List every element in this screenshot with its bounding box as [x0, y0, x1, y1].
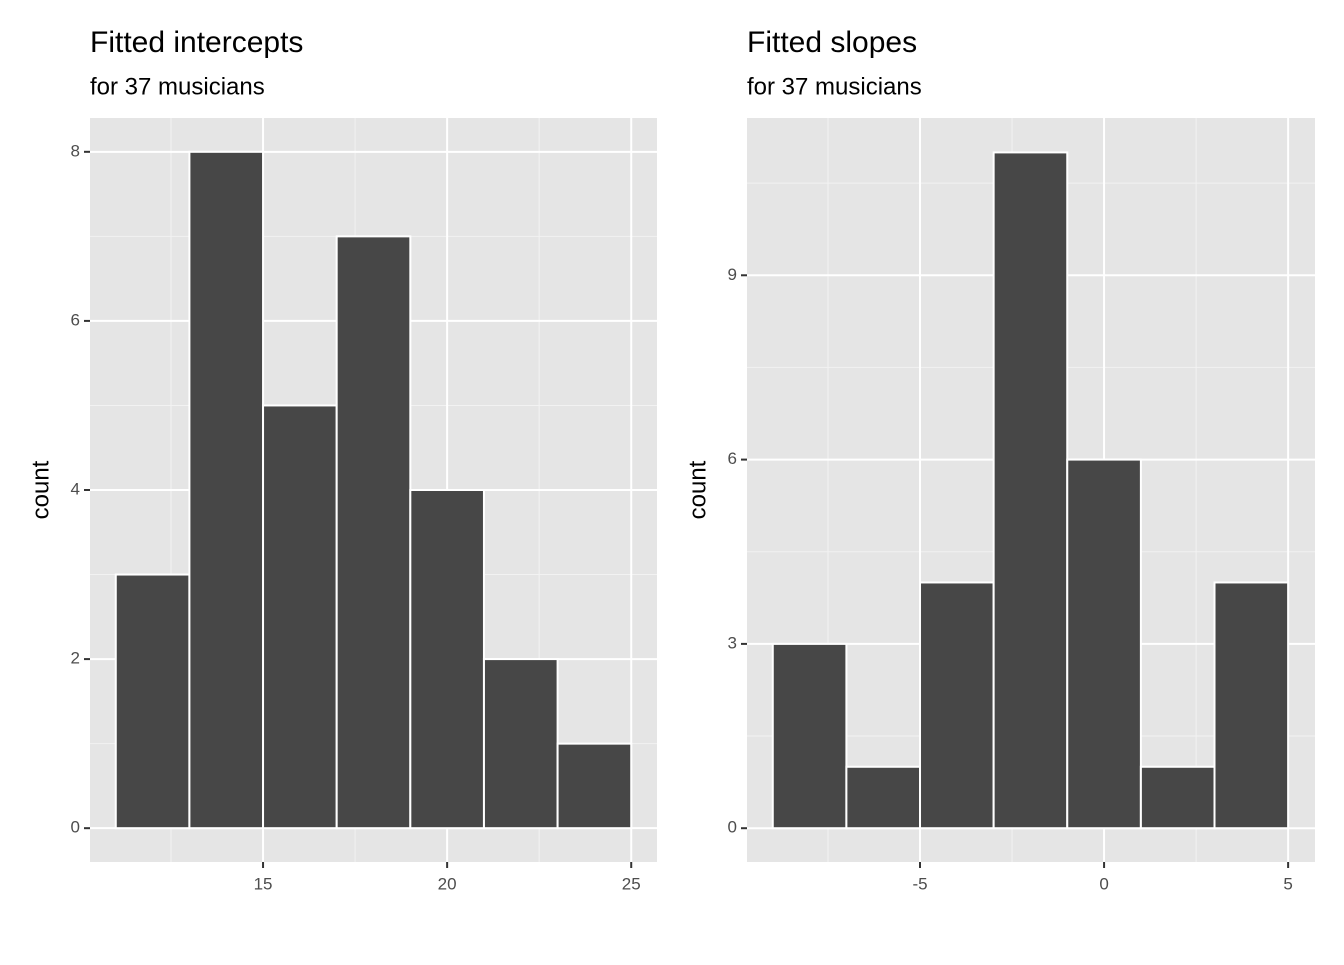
bar — [845, 765, 922, 830]
bar — [335, 235, 412, 830]
bar — [1066, 458, 1142, 830]
y-tick-label: 0 — [71, 818, 80, 837]
bar — [919, 581, 995, 830]
x-tick-label: 5 — [1283, 874, 1292, 893]
y-tick-label: 3 — [728, 633, 737, 652]
bar — [1139, 765, 1216, 830]
chart-title: Fitted intercepts — [90, 26, 303, 59]
y-tick-label: 8 — [71, 141, 80, 160]
y-axis-label: count — [684, 460, 711, 519]
bar — [992, 151, 1069, 830]
x-tick-label: 25 — [622, 874, 641, 893]
bar — [1213, 581, 1290, 830]
y-tick-label: 6 — [71, 310, 80, 329]
y-tick-label: 6 — [728, 449, 737, 468]
y-tick-label: 0 — [728, 818, 737, 837]
x-tick-label: 15 — [254, 874, 273, 893]
bar — [409, 489, 485, 830]
y-tick-label: 2 — [71, 649, 80, 668]
bar — [482, 658, 559, 830]
y-tick-label: 9 — [728, 265, 737, 284]
y-tick-label: 4 — [71, 479, 80, 498]
x-tick-label: 0 — [1099, 874, 1108, 893]
chart-title: Fitted slopes — [747, 26, 917, 59]
bar — [556, 742, 633, 830]
bar — [771, 642, 848, 830]
y-axis-label: count — [27, 460, 54, 519]
chart-subtitle: for 37 musicians — [90, 73, 265, 100]
bar — [114, 573, 191, 830]
bar — [262, 404, 338, 830]
chart-subtitle: for 37 musicians — [747, 73, 922, 100]
x-tick-label: 20 — [438, 874, 457, 893]
x-tick-label: -5 — [912, 874, 927, 893]
bar — [188, 150, 265, 830]
